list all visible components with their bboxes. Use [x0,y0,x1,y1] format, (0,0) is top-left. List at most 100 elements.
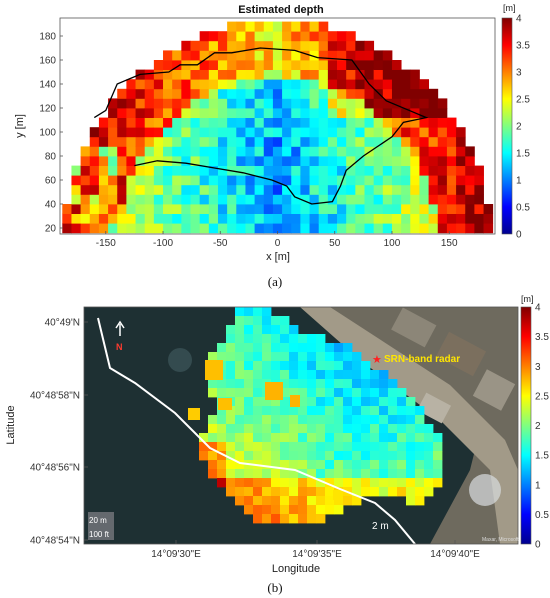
heat-cell [235,343,245,353]
heat-cell [289,487,299,497]
heat-cell [483,223,494,234]
heat-cell [433,478,443,488]
heat-cell [208,136,219,147]
heat-cell [98,165,109,176]
heat-cell [244,388,254,398]
heat-cell [62,223,72,234]
heat-cell [217,442,227,452]
heat-cell [217,460,227,470]
heat-cell [355,156,365,166]
heat-cell [208,50,219,61]
heat-cell [217,175,228,186]
heat-cell [236,127,246,138]
heat-cell [465,175,475,186]
heat-cell [388,415,398,425]
heat-cell [89,127,100,138]
y-tick-label: 120 [39,104,56,115]
colorbar-tick-label: 1 [516,176,522,187]
heat-cell [370,478,380,488]
heat-cell [280,442,290,452]
chart-a-y-label: y [m] [14,114,26,138]
heat-cell [208,213,219,224]
heat-cell [199,127,210,138]
heat-cell [282,50,292,61]
heat-cell [253,307,263,317]
heat-cell [343,415,353,425]
heat-cell [415,469,425,479]
heat-cell [364,40,375,51]
colorbar-tick-label: 2.5 [535,391,549,402]
heat-cell [397,487,407,497]
colorbar-tick-label: 3.5 [516,41,530,52]
heat-cell [135,108,146,118]
radar-marker: ★ SRN-band radar [372,353,460,366]
reef-patch [168,348,192,372]
heat-cell [135,136,146,147]
heat-cell [410,223,420,234]
heat-cell [135,223,146,234]
heat-cell [108,204,118,214]
heat-cell [388,388,398,398]
heat-cell [254,213,265,224]
heat-cell [263,31,274,42]
heat-cell [446,175,457,186]
heat-cell [307,460,317,470]
heat-cell [271,424,281,434]
heat-cell [289,352,299,362]
heat-cell [181,223,191,234]
heat-cell [307,478,317,488]
heat-cell [181,88,191,99]
heat-cell [410,156,420,166]
heat-cell [300,156,310,166]
heat-cell [98,175,109,186]
heat-cell [346,60,356,70]
heat-cell [291,213,301,224]
heat-cell [289,361,299,371]
heat-cell [144,88,155,99]
heat-cell [208,379,218,389]
heat-cell [244,442,254,452]
heat-cell [280,460,290,470]
heat-cell [263,108,274,118]
heat-cell [199,442,209,452]
heat-cell [236,136,246,147]
heat-cell [379,424,389,434]
heat-cell [388,478,398,488]
heat-cell [254,31,265,42]
heat-cell [244,451,254,461]
heat-cell [235,406,245,416]
heat-cell [190,88,201,99]
heat-cell [401,194,411,205]
heat-cell [316,334,326,344]
heat-cell [163,165,173,176]
panel-a: Estimated depth -150 -100 -50 0 50 100 150 204… [14,3,530,289]
heat-cell [208,146,219,157]
heat-cell [401,156,411,166]
heat-cell [163,69,173,80]
heat-cell [262,442,272,452]
heat-cell [227,98,237,109]
heat-cell [244,352,254,362]
heat-cell [419,165,430,176]
heat-cell [253,343,263,353]
heat-cell [254,194,265,205]
heat-cell [316,415,326,425]
heat-cell [346,223,356,234]
heat-cell [397,406,407,416]
chart-b-colorbar-ticks: 0 0.5 1 1.5 2 2.5 3 3.5 4 [535,303,549,551]
heat-cell [289,478,299,488]
heat-cell [282,40,292,51]
heat-cell [456,223,466,234]
heat-cell [253,334,263,344]
heat-cell [316,406,326,416]
heat-cell [388,406,398,416]
heat-cell [205,360,223,380]
heat-cell [364,213,375,224]
heat-cell [406,469,416,479]
heat-cell [401,136,411,147]
heat-cell [262,307,272,317]
heat-cell [406,424,416,434]
heat-cell [282,98,292,109]
heat-cell [325,397,335,407]
heat-cell [401,146,411,157]
